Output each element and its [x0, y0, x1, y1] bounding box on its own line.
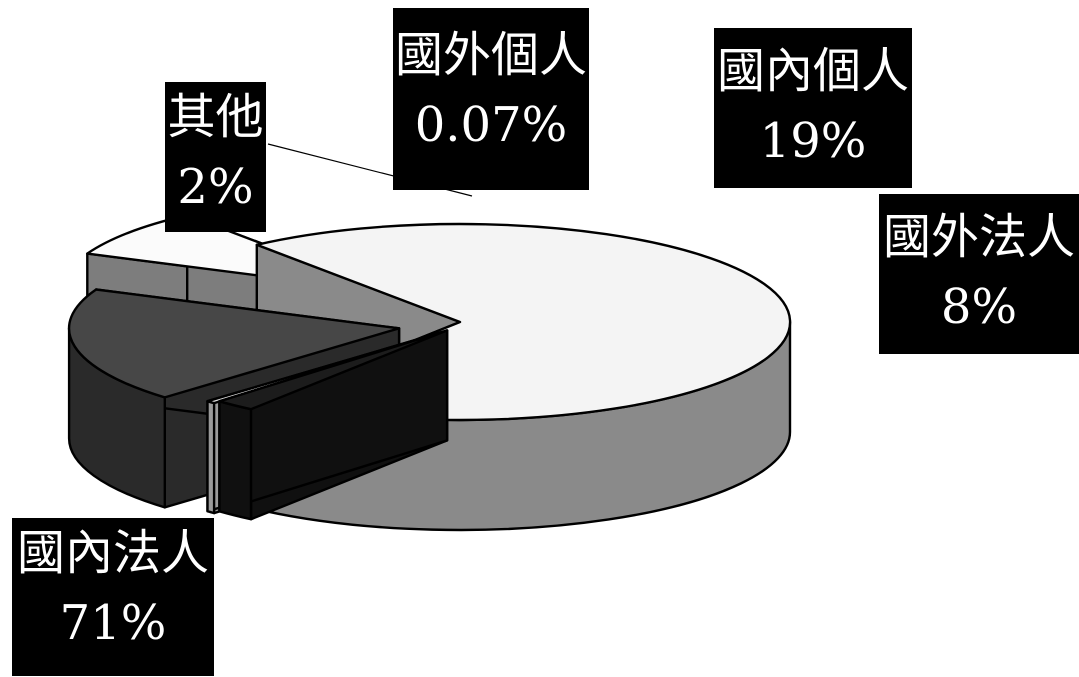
- pie-slice-top: [67, 288, 401, 399]
- label-name: 國外個人: [394, 27, 587, 83]
- pie-slice: [218, 329, 449, 521]
- label-domestic-individual: 國內個人 19%: [714, 28, 912, 188]
- label-percent: 0.07%: [414, 97, 568, 153]
- label-foreign-individual: 國外個人 0.07%: [393, 8, 589, 190]
- label-name: 其他: [167, 89, 264, 145]
- label-other: 其他 2%: [165, 82, 266, 232]
- label-percent: 19%: [759, 113, 867, 169]
- label-foreign-corporate: 國外法人 8%: [879, 194, 1079, 354]
- label-name: 國外法人: [882, 209, 1075, 265]
- pie-slices: [67, 214, 792, 532]
- label-percent: 71%: [59, 595, 167, 651]
- label-name: 國內個人: [716, 43, 909, 99]
- label-domestic-corporate: 國內法人 71%: [12, 518, 214, 676]
- pie-slice-wall: [218, 400, 253, 521]
- label-percent: 8%: [940, 279, 1018, 335]
- pie-slice-wall: [206, 400, 216, 515]
- label-percent: 2%: [177, 159, 254, 215]
- pie-slice-top: [218, 329, 449, 411]
- label-name: 國內法人: [16, 525, 209, 581]
